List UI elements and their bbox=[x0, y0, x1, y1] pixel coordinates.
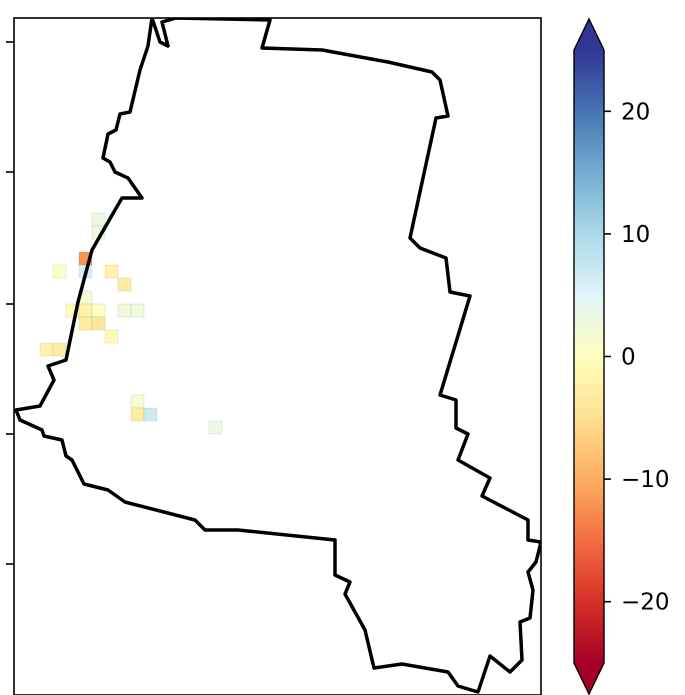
colorbar-extend-max bbox=[574, 19, 604, 50]
heatmap-cell bbox=[91, 316, 106, 331]
colorbar-gradient bbox=[574, 50, 604, 663]
axes-background bbox=[14, 18, 541, 695]
heatmap-cell bbox=[52, 264, 67, 279]
heatmap-cell bbox=[208, 420, 223, 435]
colorbar-ticks: 20 10 0 −10 −20 bbox=[604, 99, 670, 616]
colorbar: 20 10 0 −10 −20 bbox=[573, 17, 670, 695]
colorbar-extend-min bbox=[574, 663, 604, 694]
region-boundary bbox=[14, 18, 541, 694]
heatmap-cell bbox=[104, 264, 119, 279]
heatmap-cell bbox=[78, 316, 93, 331]
heatmap-cell bbox=[52, 342, 67, 357]
heatmap-cell bbox=[117, 303, 132, 318]
colorbar-tick-label: −10 bbox=[621, 467, 670, 493]
heatmap-cell bbox=[104, 329, 119, 344]
y-ticks bbox=[6, 41, 14, 565]
colorbar-outline bbox=[573, 17, 605, 695]
map-axes bbox=[6, 17, 542, 695]
colorbar-tick-label: 0 bbox=[621, 345, 636, 371]
colorbar-tick-label: 20 bbox=[621, 99, 650, 125]
heatmap-cell bbox=[130, 303, 145, 318]
colorbar-tick-label: −20 bbox=[621, 590, 670, 616]
colorbar-tick-label: 10 bbox=[621, 222, 650, 248]
heatmap-cell bbox=[130, 407, 145, 422]
heatmap-cell bbox=[91, 303, 106, 318]
heatmap-cell bbox=[78, 303, 93, 318]
heatmap-cell bbox=[130, 394, 145, 409]
heatmap-cell bbox=[91, 212, 106, 227]
heatmap-cell bbox=[39, 342, 54, 357]
heatmap-cell bbox=[143, 407, 158, 422]
axes-frame bbox=[13, 17, 542, 695]
heatmap-cell bbox=[117, 277, 132, 292]
